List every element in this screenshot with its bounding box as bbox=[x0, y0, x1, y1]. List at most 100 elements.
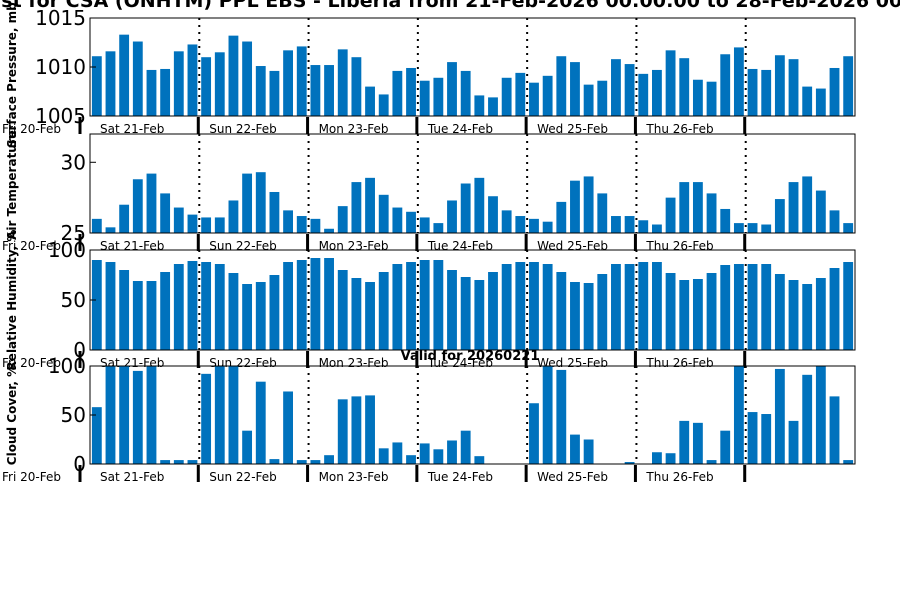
bar-cloud-cover bbox=[570, 434, 580, 464]
bar-temperature bbox=[515, 216, 526, 233]
day-label: Sun 22-Feb bbox=[209, 239, 276, 253]
bar-temperature bbox=[488, 196, 498, 233]
bar-humidity bbox=[283, 262, 293, 350]
bar-temperature bbox=[433, 223, 444, 233]
bar-humidity bbox=[624, 264, 635, 350]
day-label: Sat 21-Feb bbox=[100, 239, 164, 253]
bar-humidity bbox=[597, 274, 608, 350]
bar-cloud-cover bbox=[310, 460, 321, 464]
bar-temperature bbox=[829, 210, 840, 233]
bar-pressure bbox=[269, 70, 280, 116]
bar-temperature bbox=[283, 210, 293, 233]
bar-cloud-cover bbox=[815, 366, 826, 464]
bar-pressure bbox=[173, 51, 184, 116]
bar-temperature bbox=[132, 179, 143, 233]
bar-humidity bbox=[460, 277, 471, 350]
bar-temperature bbox=[105, 227, 116, 233]
bar-cloud-cover bbox=[255, 381, 266, 464]
bar-humidity bbox=[774, 274, 785, 350]
bar-humidity bbox=[105, 262, 116, 350]
bar-temperature bbox=[378, 194, 389, 233]
bar-cloud-cover bbox=[706, 460, 717, 464]
bar-humidity bbox=[310, 258, 321, 350]
bar-temperature bbox=[720, 208, 731, 233]
bar-temperature bbox=[542, 221, 553, 233]
bar-pressure bbox=[652, 69, 662, 116]
bar-humidity bbox=[228, 273, 239, 350]
bar-pressure bbox=[570, 62, 580, 116]
bar-humidity bbox=[747, 264, 758, 350]
day-label: Tue 24-Feb bbox=[427, 470, 493, 484]
bar-humidity bbox=[829, 268, 840, 350]
bar-temperature bbox=[91, 218, 102, 233]
bar-temperature bbox=[242, 173, 253, 233]
bar-cloud-cover bbox=[460, 430, 471, 464]
bar-pressure bbox=[406, 67, 416, 116]
bar-temperature bbox=[337, 206, 348, 233]
bar-pressure bbox=[720, 54, 731, 116]
bar-pressure bbox=[91, 56, 102, 116]
bar-pressure bbox=[201, 57, 212, 116]
bar-temperature bbox=[611, 216, 621, 233]
bar-humidity bbox=[542, 264, 553, 350]
bar-cloud-cover bbox=[132, 370, 143, 464]
bar-pressure bbox=[597, 80, 608, 116]
bar-temperature bbox=[214, 217, 225, 233]
bar-cloud-cover bbox=[788, 420, 799, 464]
bar-humidity bbox=[201, 262, 212, 350]
bar-temperature bbox=[324, 228, 334, 233]
day-label: Mon 23-Feb bbox=[319, 239, 389, 253]
bar-humidity bbox=[652, 262, 662, 350]
bar-humidity bbox=[337, 270, 348, 350]
bar-temperature bbox=[624, 216, 635, 233]
bar-humidity bbox=[392, 264, 403, 350]
bar-humidity bbox=[269, 275, 280, 350]
bar-pressure bbox=[310, 65, 321, 116]
day-label: Thu 26-Feb bbox=[645, 470, 713, 484]
bar-temperature bbox=[652, 224, 662, 233]
bar-pressure bbox=[378, 94, 389, 116]
bar-pressure bbox=[706, 81, 717, 116]
bar-temperature bbox=[733, 223, 744, 233]
bar-humidity bbox=[406, 262, 416, 350]
bar-temperature bbox=[638, 220, 649, 233]
bar-pressure bbox=[774, 55, 785, 116]
bar-pressure bbox=[146, 69, 157, 116]
bar-temperature bbox=[296, 216, 307, 233]
bar-humidity bbox=[501, 264, 512, 350]
bar-cloud-cover bbox=[433, 449, 444, 464]
bar-cloud-cover bbox=[829, 396, 840, 464]
bar-humidity bbox=[720, 265, 731, 350]
bar-pressure bbox=[419, 80, 430, 116]
bar-cloud-cover bbox=[160, 460, 171, 464]
bar-humidity bbox=[419, 260, 430, 350]
bar-temperature bbox=[597, 193, 608, 233]
bar-humidity bbox=[214, 264, 225, 350]
y-tick-label: 1015 bbox=[35, 6, 86, 30]
bar-pressure bbox=[214, 52, 225, 116]
bar-cloud-cover bbox=[406, 455, 416, 464]
bar-humidity bbox=[788, 280, 799, 350]
bar-pressure bbox=[160, 68, 171, 116]
bar-cloud-cover bbox=[665, 453, 676, 464]
bar-pressure bbox=[747, 68, 758, 116]
bar-cloud-cover bbox=[747, 412, 758, 464]
day-label: Mon 23-Feb bbox=[319, 356, 389, 370]
bar-temperature bbox=[406, 211, 416, 233]
day-label: Fri 20-Feb bbox=[2, 122, 61, 136]
bar-cloud-cover bbox=[679, 420, 690, 464]
day-label: Sat 21-Feb bbox=[100, 470, 164, 484]
bar-cloud-cover bbox=[228, 366, 239, 464]
y-axis-label: Relative Humidity, % bbox=[5, 230, 19, 371]
bar-pressure bbox=[105, 51, 116, 116]
bar-cloud-cover bbox=[720, 430, 731, 464]
bar-pressure bbox=[392, 70, 403, 116]
bar-pressure bbox=[802, 86, 813, 116]
bar-humidity bbox=[255, 282, 266, 350]
bar-humidity bbox=[611, 264, 621, 350]
bar-temperature bbox=[310, 218, 321, 233]
day-label: Tue 24-Feb bbox=[427, 356, 493, 370]
y-tick-label: 1010 bbox=[35, 55, 86, 79]
